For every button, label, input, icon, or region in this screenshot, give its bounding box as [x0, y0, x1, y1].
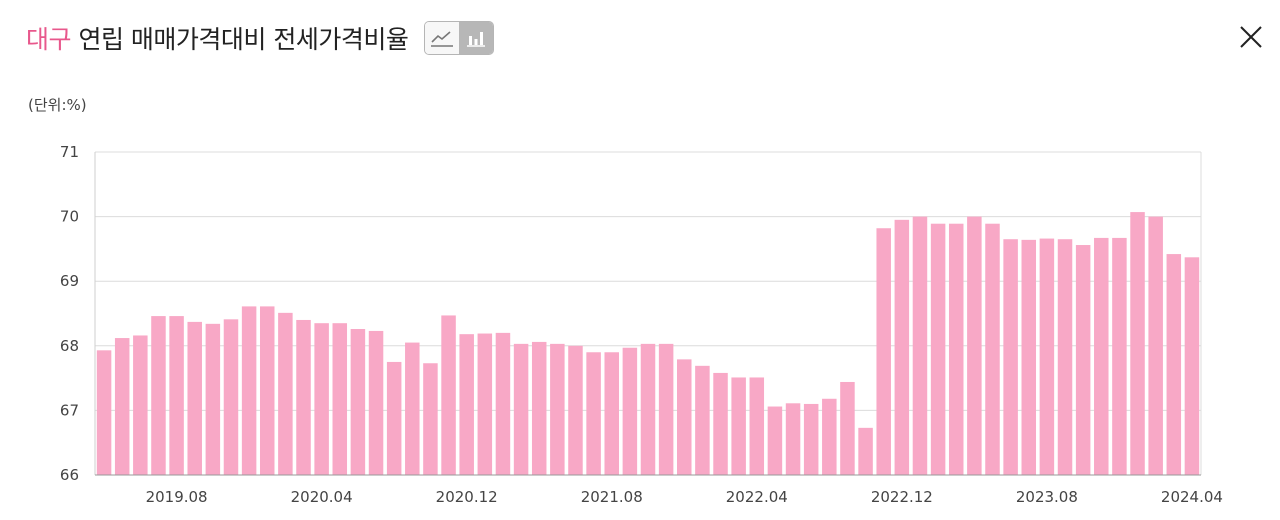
bar [1148, 216, 1163, 475]
bar [187, 321, 202, 475]
y-tick-label: 66 [60, 466, 79, 484]
bar [495, 332, 511, 475]
chart-title: 대구 연립 매매가격대비 전세가격비율 [26, 20, 409, 56]
bar [114, 338, 130, 475]
bar [550, 343, 565, 475]
y-tick-label: 68 [60, 337, 79, 355]
bar [1039, 238, 1055, 475]
region-name: 대구 [26, 25, 72, 54]
x-tick-label: 2024.04 [1161, 488, 1223, 506]
bar [332, 323, 348, 475]
bar [169, 316, 184, 475]
bar [296, 319, 311, 475]
y-tick-label: 71 [60, 143, 79, 161]
bar [241, 306, 257, 475]
bar [96, 350, 112, 475]
bar [568, 345, 583, 475]
bar [985, 223, 1000, 475]
bar [1021, 239, 1037, 475]
bar [386, 361, 402, 475]
bar [948, 223, 964, 475]
bar [405, 342, 420, 475]
bar [259, 306, 275, 475]
chart-header: 대구 연립 매매가격대비 전세가격비율 [26, 18, 495, 58]
bar [223, 319, 239, 475]
bar [477, 333, 493, 475]
y-tick-label: 67 [60, 401, 79, 419]
bar [767, 406, 783, 475]
bar [930, 223, 946, 475]
bar [1057, 239, 1073, 475]
close-button[interactable] [1236, 22, 1266, 52]
bar [695, 365, 710, 475]
bar [840, 381, 855, 475]
bar [785, 403, 801, 475]
bar [604, 352, 619, 475]
y-tick-label: 69 [60, 272, 79, 290]
bar [658, 343, 674, 475]
x-tick-label: 2022.12 [871, 488, 933, 506]
bar [713, 372, 728, 475]
unit-label: (단위:%) [28, 96, 87, 114]
bar [622, 347, 638, 475]
bar [368, 330, 384, 475]
bar [967, 216, 982, 475]
bar [531, 341, 547, 475]
x-tick-label: 2019.08 [146, 488, 208, 506]
line-chart-button[interactable] [425, 22, 460, 54]
close-icon [1240, 26, 1262, 48]
bar [1094, 237, 1109, 475]
bar [1184, 257, 1200, 475]
bar [205, 323, 221, 475]
x-tick-label: 2022.04 [726, 488, 788, 506]
bar [1166, 254, 1182, 475]
y-tick-label: 70 [60, 208, 79, 226]
bar [858, 427, 873, 475]
bar [1130, 212, 1145, 475]
bar-chart-icon [467, 32, 486, 47]
bar [822, 398, 837, 475]
bar [731, 377, 746, 475]
bar [513, 343, 529, 475]
x-tick-label: 2020.12 [436, 488, 498, 506]
bar [314, 323, 329, 475]
bar [1112, 237, 1127, 475]
bar [1003, 239, 1018, 475]
bar [133, 335, 148, 475]
bar [441, 315, 456, 475]
bar [151, 316, 166, 475]
bar [677, 359, 692, 475]
bar [749, 377, 765, 475]
x-tick-label: 2023.08 [1016, 488, 1078, 506]
x-tick-label: 2020.04 [291, 488, 353, 506]
bar [423, 363, 438, 475]
bar [459, 334, 474, 475]
x-tick-label: 2021.08 [581, 488, 643, 506]
bar [586, 352, 601, 475]
chart-type-toggle [424, 21, 495, 55]
title-text: 연립 매매가격대비 전세가격비율 [71, 25, 409, 54]
bar [278, 312, 293, 475]
bar [350, 329, 366, 475]
bar-chart-button[interactable] [459, 22, 494, 54]
bar [876, 228, 891, 475]
bar [912, 216, 928, 475]
bar [1075, 245, 1091, 475]
bar [803, 403, 819, 475]
line-chart-icon [431, 31, 454, 47]
bar [894, 219, 910, 475]
bar [640, 343, 656, 475]
